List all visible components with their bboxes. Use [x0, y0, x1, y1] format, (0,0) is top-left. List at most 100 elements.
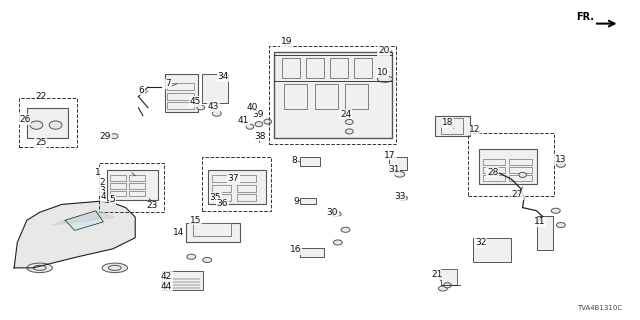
Text: 29: 29 — [100, 132, 111, 141]
Text: 5: 5 — [109, 195, 115, 204]
Text: 25: 25 — [35, 138, 47, 147]
Bar — [509, 167, 532, 173]
Ellipse shape — [394, 172, 404, 177]
Ellipse shape — [264, 119, 271, 124]
Bar — [435, 116, 470, 136]
Bar — [346, 84, 369, 109]
Bar — [300, 157, 320, 166]
Bar — [193, 223, 231, 236]
Text: 6: 6 — [139, 86, 145, 95]
Bar — [106, 170, 157, 200]
Ellipse shape — [333, 240, 342, 245]
Ellipse shape — [346, 129, 353, 134]
Text: 43: 43 — [208, 102, 220, 111]
Bar — [441, 118, 463, 134]
Text: 44: 44 — [161, 282, 172, 292]
Ellipse shape — [551, 208, 560, 213]
Bar — [315, 84, 338, 109]
Text: 28: 28 — [487, 168, 499, 177]
Text: 39: 39 — [252, 109, 263, 118]
Ellipse shape — [30, 121, 43, 129]
Text: 41: 41 — [238, 116, 249, 125]
Text: 16: 16 — [290, 245, 301, 254]
Ellipse shape — [346, 119, 353, 124]
Bar — [300, 198, 316, 204]
Bar — [509, 159, 532, 165]
Text: 15: 15 — [190, 216, 202, 225]
Ellipse shape — [102, 263, 127, 273]
Ellipse shape — [110, 134, 118, 139]
Text: 8: 8 — [292, 156, 298, 165]
Bar — [109, 191, 125, 196]
Bar — [306, 59, 324, 77]
Bar — [483, 175, 506, 180]
Text: 36: 36 — [217, 199, 228, 208]
Bar — [237, 185, 256, 192]
Ellipse shape — [203, 257, 212, 262]
Ellipse shape — [378, 76, 393, 82]
Bar — [282, 59, 300, 77]
Text: FR.: FR. — [576, 12, 594, 22]
Text: 45: 45 — [190, 97, 202, 106]
Ellipse shape — [556, 162, 565, 167]
Text: 20: 20 — [378, 46, 389, 55]
Bar — [237, 194, 256, 201]
Text: TVA4B1310C: TVA4B1310C — [577, 305, 623, 311]
Bar — [99, 163, 164, 212]
Text: 12: 12 — [469, 125, 481, 134]
Bar — [186, 223, 241, 243]
Ellipse shape — [444, 283, 451, 288]
Bar — [129, 183, 145, 188]
Bar — [509, 175, 532, 180]
Text: 23: 23 — [147, 202, 158, 211]
Bar — [209, 170, 266, 204]
Bar — [441, 269, 457, 285]
Bar — [479, 149, 537, 184]
Ellipse shape — [246, 124, 253, 129]
Ellipse shape — [49, 121, 62, 129]
Text: 14: 14 — [173, 228, 184, 237]
Text: 9: 9 — [293, 197, 299, 206]
Ellipse shape — [556, 222, 565, 228]
Text: 42: 42 — [161, 272, 172, 281]
Bar — [355, 59, 372, 77]
Text: 17: 17 — [385, 151, 396, 160]
Bar — [167, 102, 194, 109]
Polygon shape — [52, 211, 115, 225]
Polygon shape — [65, 211, 103, 230]
Text: 30: 30 — [326, 208, 338, 217]
Bar — [468, 133, 554, 196]
Bar — [167, 93, 194, 100]
Bar — [212, 175, 231, 182]
Polygon shape — [14, 201, 135, 268]
Text: 38: 38 — [254, 132, 266, 141]
Ellipse shape — [332, 212, 341, 216]
Text: 3: 3 — [99, 186, 105, 195]
Bar — [202, 74, 228, 103]
Bar — [212, 194, 231, 201]
Text: 11: 11 — [534, 217, 545, 226]
Bar — [537, 215, 552, 251]
Ellipse shape — [33, 265, 46, 270]
Ellipse shape — [519, 172, 527, 178]
Bar — [162, 271, 204, 290]
Bar — [202, 157, 271, 211]
Bar — [129, 191, 145, 196]
Text: 7: 7 — [166, 79, 172, 88]
Text: 1: 1 — [95, 168, 101, 177]
Bar — [27, 108, 68, 138]
Bar — [483, 159, 506, 165]
Bar — [129, 175, 145, 180]
Bar — [473, 238, 511, 261]
Bar — [274, 52, 392, 138]
Text: 27: 27 — [512, 190, 524, 199]
Text: 32: 32 — [475, 238, 486, 247]
Bar — [167, 83, 194, 90]
Ellipse shape — [187, 254, 196, 259]
Ellipse shape — [398, 196, 407, 201]
Ellipse shape — [197, 105, 205, 110]
Text: 18: 18 — [442, 118, 453, 127]
Ellipse shape — [212, 110, 221, 116]
Ellipse shape — [255, 122, 262, 127]
Text: 4: 4 — [100, 192, 106, 201]
